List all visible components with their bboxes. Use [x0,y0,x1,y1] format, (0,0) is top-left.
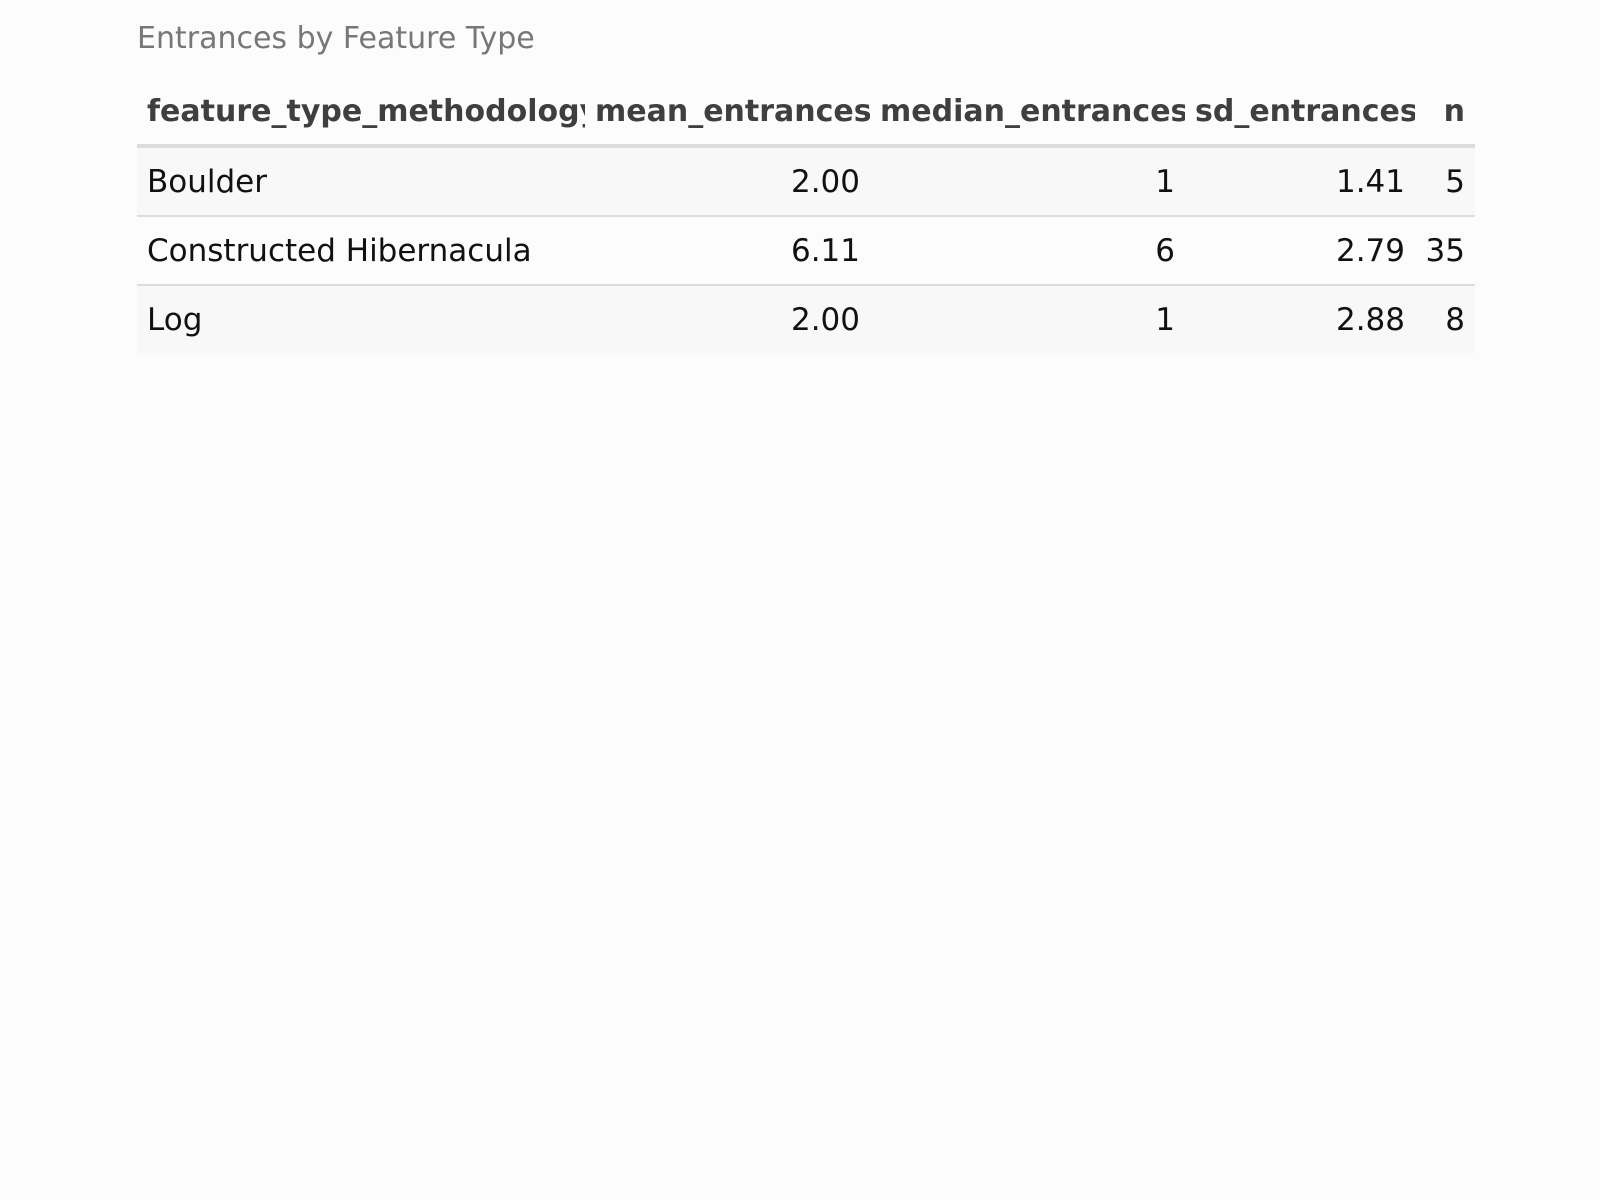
cell-mean-entrances: 2.00 [585,146,870,216]
cell-sd-entrances: 2.88 [1185,284,1415,353]
table-container: Entrances by Feature Type feature_type_m… [137,0,1475,353]
cell-n: 8 [1415,284,1475,353]
cell-median-entrances: 6 [870,215,1185,285]
table-row: Constructed Hibernacula 6.11 6 2.79 35 [137,215,1475,285]
table-row: Boulder 2.00 1 1.41 5 [137,146,1475,216]
cell-mean-entrances: 6.11 [585,215,870,285]
cell-feature-type: Boulder [137,146,585,216]
table-caption: Entrances by Feature Type [137,21,535,56]
cell-mean-entrances: 2.00 [585,284,870,353]
summary-table: feature_type_methodology mean_entrances … [137,78,1475,353]
cell-sd-entrances: 1.41 [1185,146,1415,216]
cell-sd-entrances: 2.79 [1185,215,1415,285]
table-row: Log 2.00 1 2.88 8 [137,284,1475,353]
column-header-median-entrances: median_entrances [870,78,1185,148]
cell-feature-type: Constructed Hibernacula [137,215,585,285]
column-header-feature-type-methodology: feature_type_methodology [137,78,585,148]
header-row: feature_type_methodology mean_entrances … [137,78,1475,148]
column-header-sd-entrances: sd_entrances [1185,78,1415,148]
cell-median-entrances: 1 [870,284,1185,353]
cell-feature-type: Log [137,284,585,353]
column-header-n: n [1415,78,1475,148]
cell-median-entrances: 1 [870,146,1185,216]
cell-n: 5 [1415,146,1475,216]
cell-n: 35 [1415,215,1475,285]
column-header-mean-entrances: mean_entrances [585,78,870,148]
